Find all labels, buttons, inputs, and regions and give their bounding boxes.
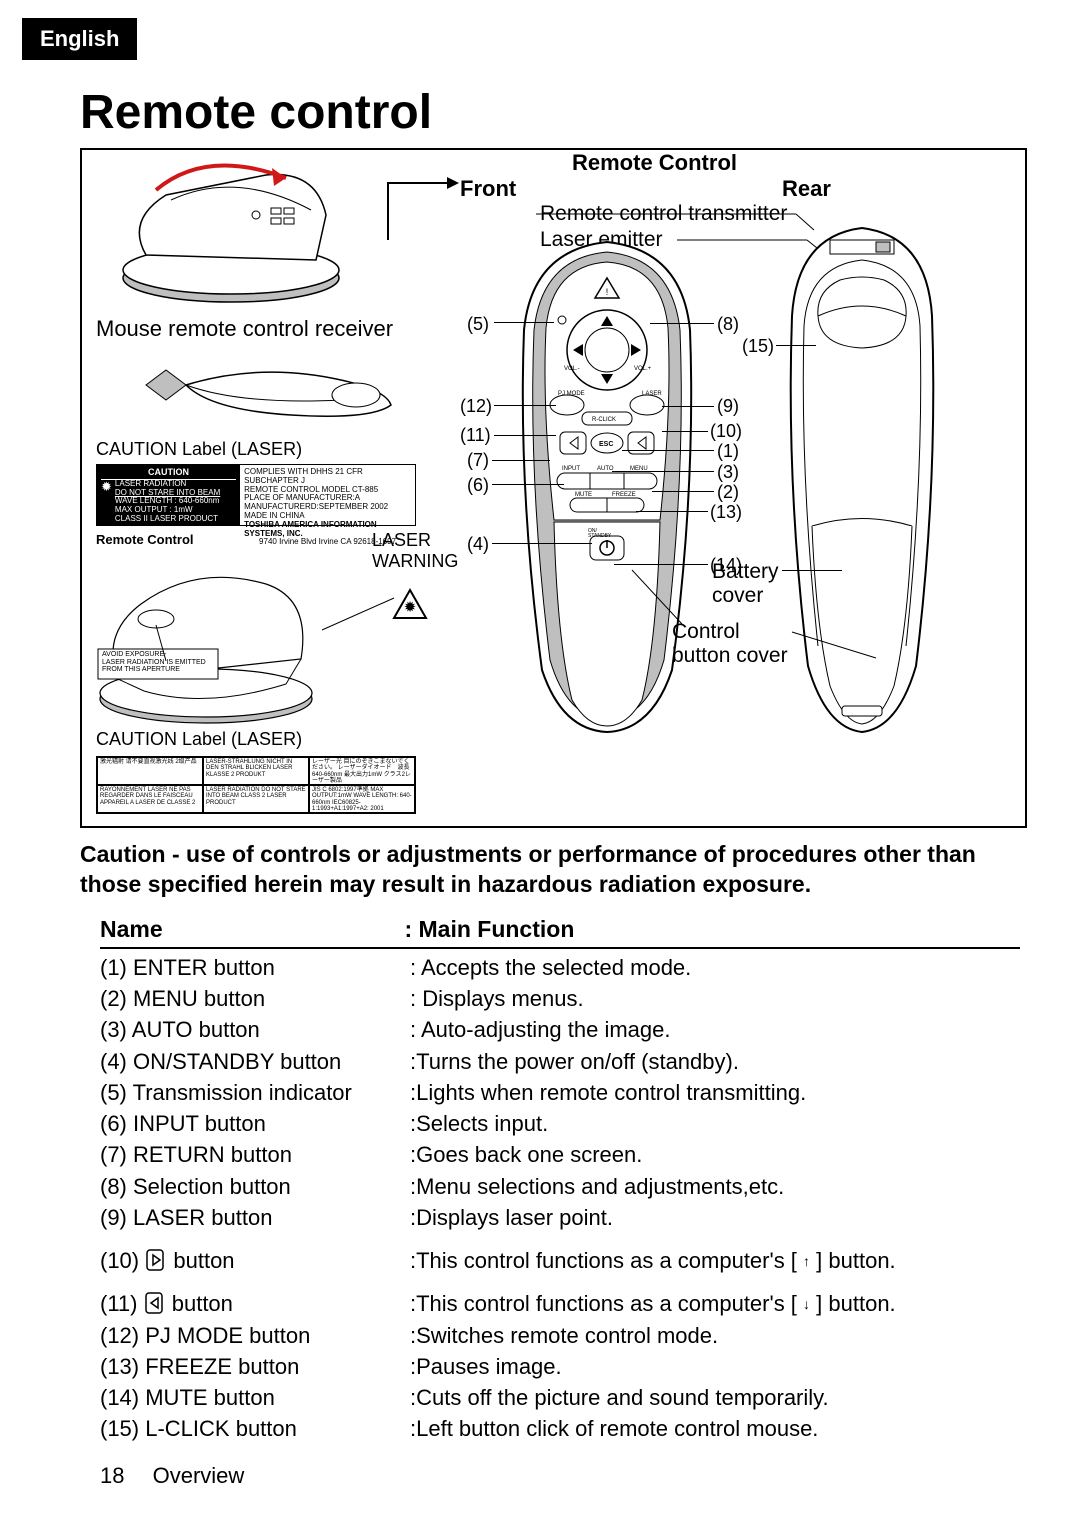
table-row: (8) Selection button:Menu selections and… xyxy=(100,1171,1030,1202)
back-page-icon xyxy=(144,1291,166,1315)
caution-multilang-sticker: 激光辐射 请不要直视激光线 2级产品 LASER-STRAHLUNG NICHT… xyxy=(96,756,416,814)
front-arrow-icon xyxy=(387,182,457,184)
multi-cell: 激光辐射 请不要直视激光线 2级产品 xyxy=(97,757,203,785)
section-name: Overview xyxy=(153,1463,245,1488)
callout-15: (15) xyxy=(742,336,774,357)
table-row: (1) ENTER button: Accepts the selected m… xyxy=(100,952,1030,983)
table-row: (6) INPUT button:Selects input. xyxy=(100,1108,1030,1139)
mouse-receiver-label: Mouse remote control receiver xyxy=(96,316,446,342)
svg-text:STANDBY: STANDBY xyxy=(588,533,612,539)
table-row: (14) MUTE button:Cuts off the picture an… xyxy=(100,1382,1030,1413)
callout-11: (11) xyxy=(460,425,491,446)
table-row: (11) button :This control functions as a… xyxy=(100,1288,1030,1319)
caution-label-laser-2: CAUTION Label (LASER) xyxy=(96,729,446,750)
table-row: (5) Transmission indicator:Lights when r… xyxy=(100,1077,1030,1108)
header-function: : Main Function xyxy=(404,916,574,942)
page-title: Remote control xyxy=(80,85,432,140)
language-tab: English xyxy=(22,18,137,60)
multi-cell: レーザー光 目にのぞきこまないでください。 レーザーダイオード 波長640-66… xyxy=(309,757,415,785)
function-table-body: (1) ENTER button: Accepts the selected m… xyxy=(100,952,1030,1445)
function-table-header: Name : Main Function xyxy=(100,916,1020,949)
front-label: Front xyxy=(460,176,516,202)
multi-cell: JIS C 6802:1997準拠 MAX OUTPUT:1mW WAVE LE… xyxy=(309,785,415,813)
svg-text:VOL.-: VOL.- xyxy=(564,366,580,372)
mouse-receiver-illustration xyxy=(141,350,401,425)
sticker-line: MANUFACTURERD:SEPTEMBER 2002 MADE IN CHI… xyxy=(244,503,411,521)
table-row: (12) PJ MODE button:Switches remote cont… xyxy=(100,1320,1030,1351)
svg-text:MUTE: MUTE xyxy=(575,492,592,498)
callout-4: (4) xyxy=(467,534,489,555)
svg-text:!: ! xyxy=(606,287,609,297)
callout-10: (10) xyxy=(710,421,742,442)
callout-7: (7) xyxy=(467,450,489,471)
battery-cover-label: Batterycover xyxy=(712,560,779,608)
callout-13: (13) xyxy=(710,502,742,523)
svg-text:INPUT: INPUT xyxy=(562,466,580,472)
svg-text:FREEZE: FREEZE xyxy=(612,492,636,498)
left-column: Mouse remote control receiver CAUTION La… xyxy=(96,160,446,814)
page-number: 18 xyxy=(100,1463,124,1488)
remote-front-small-illustration: AVOID EXPOSURE- LASER RADIATION IS EMITT… xyxy=(96,549,316,729)
rear-label: Rear xyxy=(782,176,831,202)
table-row: (15) L-CLICK button:Left button click of… xyxy=(100,1413,1030,1444)
header-name: Name xyxy=(100,916,400,943)
callout-12: (12) xyxy=(460,396,492,417)
callout-8: (8) xyxy=(717,314,739,335)
remote-angled-illustration xyxy=(116,160,346,310)
table-row: (13) FREEZE button:Pauses image. xyxy=(100,1351,1030,1382)
callout-5: (5) xyxy=(467,314,489,335)
multi-cell: LASER RADIATION DO NOT STARE INTO BEAM C… xyxy=(203,785,309,813)
svg-text:VOL.+: VOL.+ xyxy=(634,366,652,372)
sticker-line: COMPLIES WITH DHHS 21 CFR SUBCHAPTER J xyxy=(244,468,411,486)
laser-warning-label: LASER WARNING xyxy=(372,530,458,572)
callout-9: (9) xyxy=(717,396,739,417)
multi-cell: RAYONNEMENT LASER NE PAS REGARDER DANS L… xyxy=(97,785,203,813)
table-row: (10) button :This control functions as a… xyxy=(100,1245,1030,1276)
radiation-icon: ✹ xyxy=(101,480,112,524)
sticker-line: CLASS II LASER PRODUCT xyxy=(115,515,220,524)
caution-label-laser-1: CAUTION Label (LASER) xyxy=(96,439,446,460)
diagram-box: Mouse remote control receiver CAUTION La… xyxy=(80,148,1027,828)
forward-page-icon xyxy=(145,1248,167,1272)
multi-cell: LASER-STRAHLUNG NICHT IN DEN STRAHL BLIC… xyxy=(203,757,309,785)
callout-3: (3) xyxy=(717,462,739,483)
table-row: (7) RETURN button:Goes back one screen. xyxy=(100,1139,1030,1170)
table-row: (4) ON/STANDBY button:Turns the power on… xyxy=(100,1046,1030,1077)
table-row: (3) AUTO button: Auto-adjusting the imag… xyxy=(100,1014,1030,1045)
up-arrow-icon: ↑ xyxy=(803,1253,810,1269)
down-arrow-icon: ↓ xyxy=(803,1296,810,1312)
svg-text:LASER: LASER xyxy=(642,391,662,397)
callout-6: (6) xyxy=(467,475,489,496)
caution-paragraph: Caution - use of controls or adjustments… xyxy=(80,840,1027,900)
page-footer: 18 Overview xyxy=(100,1463,244,1489)
caution-sticker: CAUTION ✹ LASER RADIATION DO NOT STARE I… xyxy=(96,464,416,526)
table-row: (2) MENU button: Displays menus. xyxy=(100,983,1030,1014)
remote-control-heading: Remote Control xyxy=(572,150,737,176)
callout-1: (1) xyxy=(717,441,739,462)
svg-text:R-CLICK: R-CLICK xyxy=(592,417,616,423)
svg-text:PJ MODE: PJ MODE xyxy=(558,391,585,397)
callout-2: (2) xyxy=(717,482,739,503)
svg-text:ESC: ESC xyxy=(599,441,613,448)
table-row: (9) LASER button:Displays laser point. xyxy=(100,1202,1030,1233)
front-leader-vert xyxy=(387,182,389,240)
